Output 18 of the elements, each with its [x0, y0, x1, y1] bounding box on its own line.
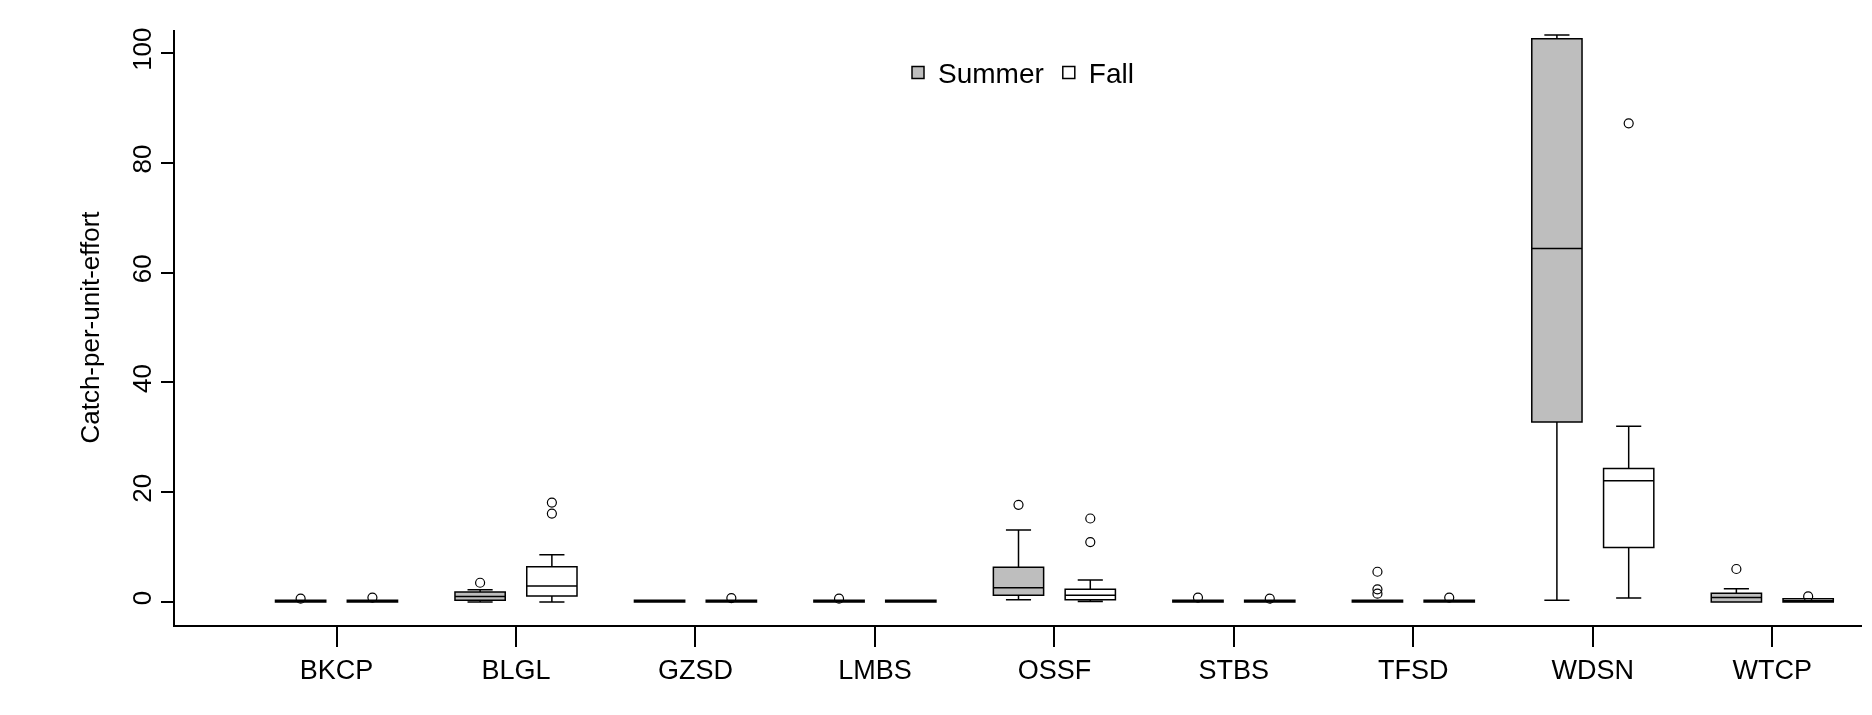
y-tick-label: 100: [126, 27, 157, 71]
y-tick-label: 0: [126, 590, 157, 606]
legend-label: Fall: [1088, 58, 1134, 90]
y-tick-label: 40: [126, 364, 157, 393]
x-tick-label: LMBS: [838, 655, 912, 686]
x-tick-label: STBS: [1198, 655, 1270, 686]
x-tick-label: WTCP: [1732, 655, 1813, 686]
legend-label: Summer: [938, 58, 1044, 90]
x-tick-label: OSSF: [1017, 655, 1092, 686]
y-axis-title: Catch-per-unit-effort: [74, 210, 105, 444]
x-tick-label: BLGL: [481, 655, 551, 686]
x-tick-label: WDSN: [1551, 655, 1635, 686]
x-tick-label: TFSD: [1378, 655, 1449, 686]
x-tick-label: GZSD: [657, 655, 733, 686]
x-tick-label: BKCP: [299, 655, 374, 686]
y-tick-label: 80: [126, 144, 157, 174]
y-tick-label: 20: [126, 473, 157, 503]
y-tick-label: 60: [126, 254, 157, 284]
